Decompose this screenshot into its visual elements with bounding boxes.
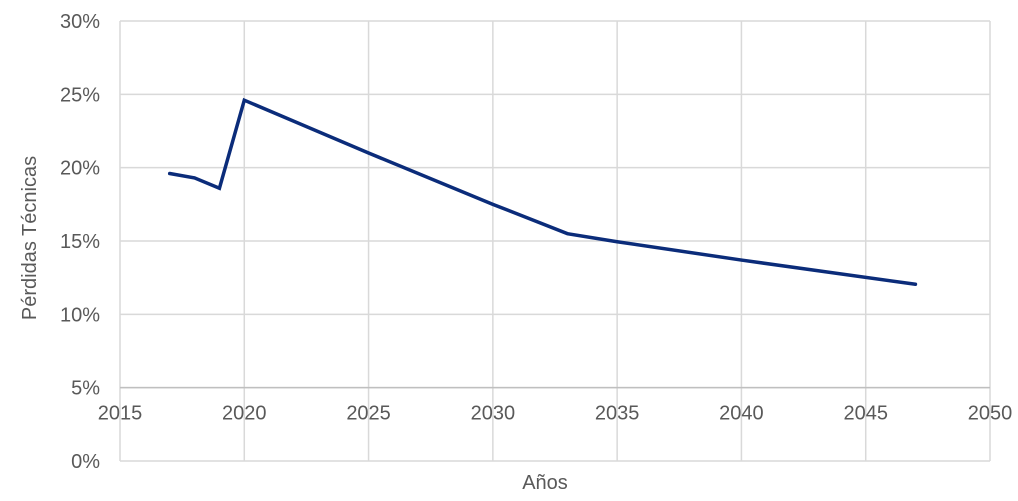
y-tick-label: 5% xyxy=(71,378,100,400)
tick-labels: 0% 5% 10% 15% 20% 25% 30% 2015 2020 2025 2030 2035 2… xyxy=(60,11,1012,473)
series-line xyxy=(167,97,918,287)
x-tick-label: 2025 xyxy=(346,403,391,425)
x-tick-label: 2020 xyxy=(222,403,267,425)
x-tick-label: 2040 xyxy=(719,403,764,425)
x-tick-label: 2045 xyxy=(843,403,888,425)
data-point xyxy=(491,202,495,206)
y-tick-label: 30% xyxy=(60,11,100,33)
y-tick-label: 15% xyxy=(60,231,100,253)
y-tick-label: 0% xyxy=(71,451,100,473)
grid xyxy=(119,20,991,462)
x-tick-label: 2015 xyxy=(98,403,143,425)
data-point xyxy=(739,258,743,262)
y-tick-label: 25% xyxy=(60,84,100,106)
y-tick-label: 10% xyxy=(60,304,100,326)
data-point xyxy=(242,98,246,102)
data-point xyxy=(168,172,172,176)
x-tick-label: 2030 xyxy=(471,403,516,425)
data-point xyxy=(565,232,569,236)
data-point xyxy=(217,186,221,190)
x-tick-label: 2035 xyxy=(595,403,640,425)
data-point xyxy=(913,282,917,286)
series-layer xyxy=(167,97,918,287)
data-point xyxy=(193,176,197,180)
y-tick-label: 20% xyxy=(60,158,100,180)
data-point xyxy=(367,151,371,155)
data-point xyxy=(615,240,619,244)
x-tick-label: 2050 xyxy=(968,403,1013,425)
x-axis-title: Años xyxy=(522,472,568,494)
y-axis-title: Pérdidas Técnicas xyxy=(19,156,41,320)
